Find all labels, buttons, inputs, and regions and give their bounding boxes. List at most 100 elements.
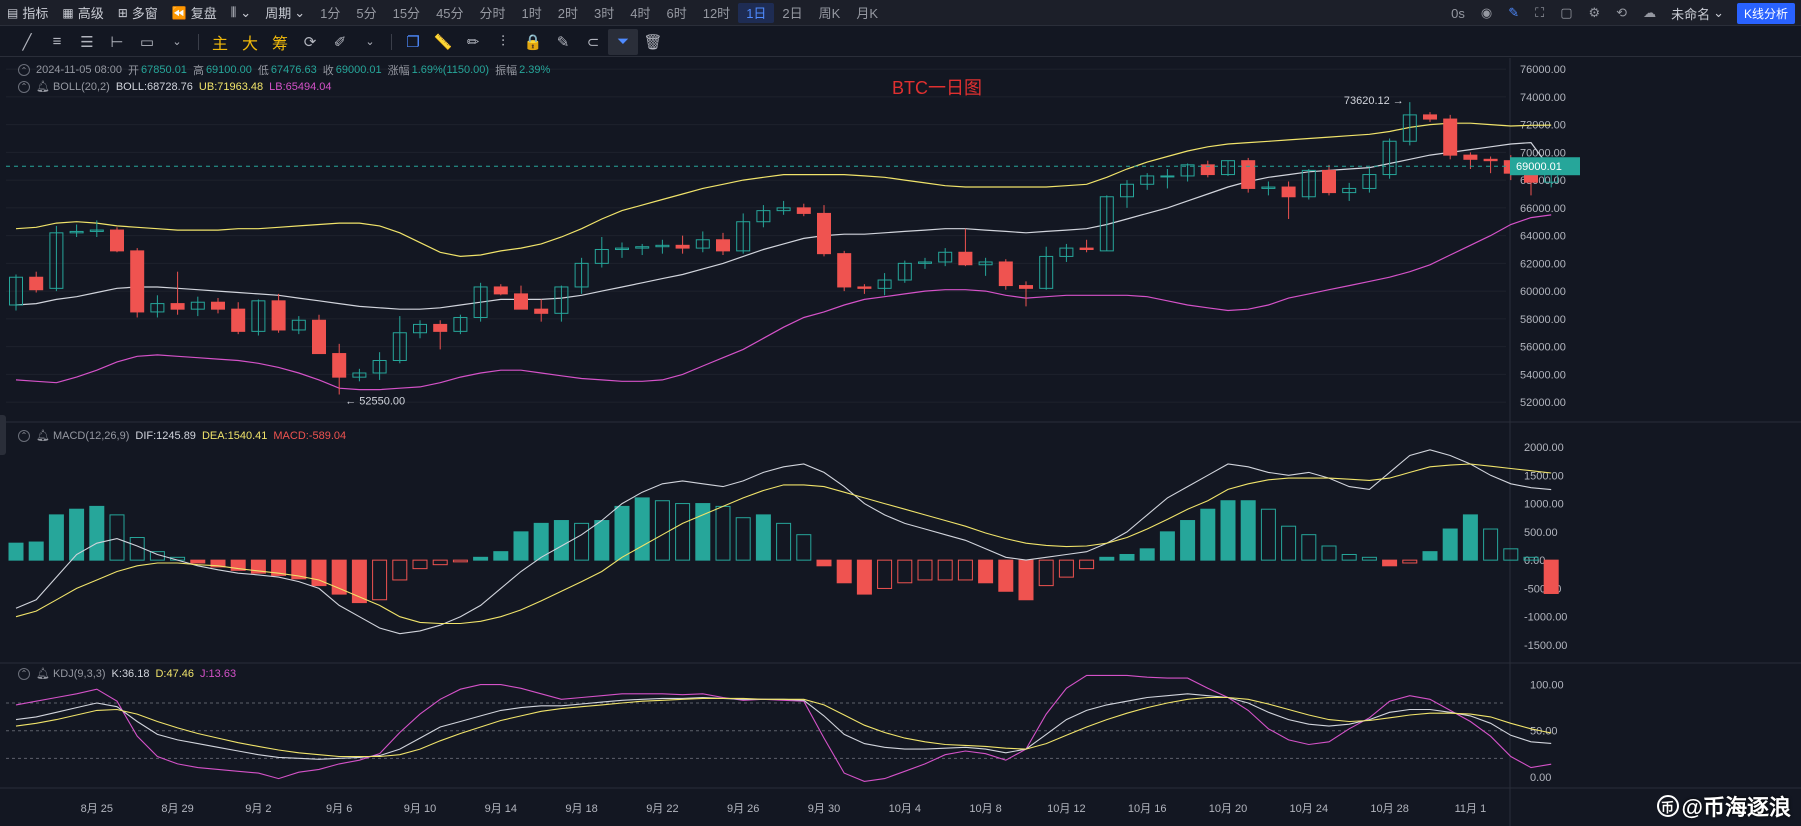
ruler-icon[interactable]: 📏 [433, 33, 453, 51]
chart-type-button[interactable]: ⫼ ⌄ [224, 0, 258, 26]
legend-date: 2024-11-05 08:00 [36, 64, 123, 76]
indicators-icon: ▤ [7, 5, 19, 20]
layout-name-dropdown[interactable]: 未命名 ⌄ [1664, 0, 1731, 26]
reset-icon[interactable]: ⟲ [1616, 5, 1628, 20]
period-3[interactable]: 45分 [436, 6, 464, 21]
pattern-icon[interactable]: ⫶ [501, 33, 505, 50]
macd-histogram-bar [836, 559, 852, 584]
period-7[interactable]: 3时 [594, 6, 615, 21]
collapse-icon[interactable]: ⌃ [18, 429, 30, 442]
candle-body [170, 303, 185, 310]
more-icon[interactable]: ⌄ [365, 36, 375, 48]
chart-canvas[interactable]: 76000.0074000.0072000.0070000.0068000.00… [0, 58, 1801, 826]
macd-histogram-bar [1483, 528, 1499, 561]
candle-body [574, 262, 589, 288]
period-2[interactable]: 15分 [392, 6, 421, 21]
candle-body [433, 323, 448, 332]
candle-body [1281, 186, 1296, 198]
bell-icon[interactable]: 🔔︎ [36, 81, 50, 93]
trend-line-icon[interactable]: ╱ [22, 33, 32, 51]
period-5[interactable]: 1时 [521, 6, 542, 21]
window-icon[interactable]: ▢ [1560, 5, 1573, 20]
period-9[interactable]: 6时 [666, 6, 687, 21]
macd-histogram-bar [69, 508, 85, 561]
amplitude-label: 振幅 [495, 65, 518, 77]
macd-tick-label: 1000.00 [1524, 499, 1564, 511]
macd-histogram-bar [1361, 556, 1377, 561]
collapse-icon[interactable]: ⌃ [18, 80, 30, 93]
note-icon[interactable]: ✎ [556, 33, 570, 51]
horizontal-ray-icon[interactable]: ⊢ [110, 33, 124, 51]
price-tick-label: 70000.00 [1520, 147, 1566, 159]
magnet-icon[interactable]: ⊂ [586, 33, 600, 51]
copy-icon[interactable]: ❐ [406, 33, 420, 51]
candle-body [635, 246, 650, 249]
fullscreen-icon[interactable]: ⛶ [1535, 5, 1545, 20]
macd-histogram-bar [1079, 559, 1095, 570]
kdj-name: KDJ(9,3,3) [52, 667, 106, 680]
bell-icon[interactable]: 🔔︎ [36, 668, 50, 680]
macd-histogram-bar [452, 559, 468, 563]
trash-icon[interactable]: 🗑 [643, 33, 663, 51]
parallel-channel-icon[interactable]: ☰ [80, 33, 94, 51]
candle-body [392, 332, 407, 361]
rectangle-icon[interactable]: ▭ [139, 33, 155, 51]
cloud-icon[interactable]: ☁ [1643, 5, 1657, 20]
advanced-button[interactable]: ▦ 高级 [55, 0, 110, 26]
period-6[interactable]: 2时 [557, 6, 579, 21]
price-tick-label: 66000.00 [1520, 203, 1566, 215]
replay-button[interactable]: ⏪ 复盘 [165, 0, 224, 26]
chip-distribution-button[interactable]: 筹 [271, 35, 288, 53]
main-force-button[interactable]: 主 [211, 35, 228, 53]
more-tools-icon[interactable]: ⌄ [172, 36, 182, 48]
draw-mode-icon[interactable]: ✐ [333, 33, 347, 51]
kline-analysis-button[interactable]: K线分析 [1736, 2, 1795, 24]
candle-body [514, 293, 528, 310]
brush-icon[interactable]: ✏ [466, 33, 480, 51]
macd-histogram-bar [1099, 556, 1115, 561]
pen-icon[interactable]: ✎ [1508, 5, 1520, 20]
period-12[interactable]: 2日 [782, 6, 803, 21]
sidebar-collapse-handle[interactable] [0, 415, 6, 455]
collapse-icon[interactable]: ⌃ [18, 64, 30, 76]
macd-histogram-bar [1240, 500, 1256, 561]
period-1[interactable]: 5分 [356, 6, 377, 21]
candle-body [998, 261, 1013, 287]
period-10[interactable]: 12时 [702, 6, 731, 21]
price-tick-label: 52000.00 [1520, 397, 1566, 409]
multi-window-button[interactable]: ⊞ 多窗 [111, 0, 165, 26]
x-tick-label: 10月 12 [1047, 803, 1086, 815]
x-tick-label: 11月 1 [1455, 803, 1487, 815]
gear-icon[interactable]: ⚙ [1588, 5, 1601, 20]
macd-histogram-bar [1180, 520, 1196, 561]
boll-lower-line [15, 214, 1552, 391]
camera-icon[interactable]: ◉ [1480, 5, 1493, 20]
open-label: 开 [128, 65, 140, 77]
period-13[interactable]: 周K [818, 6, 841, 21]
period-dropdown[interactable]: 周期 ⌄ [258, 0, 312, 26]
large-order-button[interactable]: 大 [241, 35, 258, 53]
candle-body [473, 286, 488, 318]
period-14[interactable]: 月K [856, 6, 878, 21]
period-8[interactable]: 4时 [630, 6, 651, 21]
lock-icon[interactable]: 🔒 [523, 33, 543, 51]
sync-icon[interactable]: ⟳ [303, 33, 317, 51]
collapse-icon[interactable]: ⌃ [18, 667, 30, 680]
candle-body [1221, 160, 1235, 176]
macd-legend: ⌃ 🔔︎ MACD(12,26,9) DIF:1245.89 DEA:1540.… [18, 429, 352, 442]
bell-icon[interactable]: 🔔︎ [36, 430, 50, 442]
candle-body [1463, 154, 1478, 160]
macd-histogram-bar [553, 520, 569, 561]
filter-icon[interactable]: ⏷ [608, 28, 638, 55]
period-11[interactable]: 1日 [738, 2, 775, 23]
horizontal-lines-icon[interactable]: ≡ [52, 33, 62, 50]
macd-histogram-bar [473, 556, 489, 561]
indicators-button[interactable]: ▤ 指标 [0, 0, 55, 26]
countdown: 0s [1451, 5, 1465, 21]
macd-histogram-bar [735, 517, 751, 561]
candle-body [1039, 255, 1054, 289]
k-value: K:36.18 [111, 667, 150, 680]
high-marker-label: 73620.12 → [1344, 95, 1404, 107]
period-0[interactable]: 1分 [320, 6, 341, 21]
period-4[interactable]: 分时 [479, 6, 506, 21]
